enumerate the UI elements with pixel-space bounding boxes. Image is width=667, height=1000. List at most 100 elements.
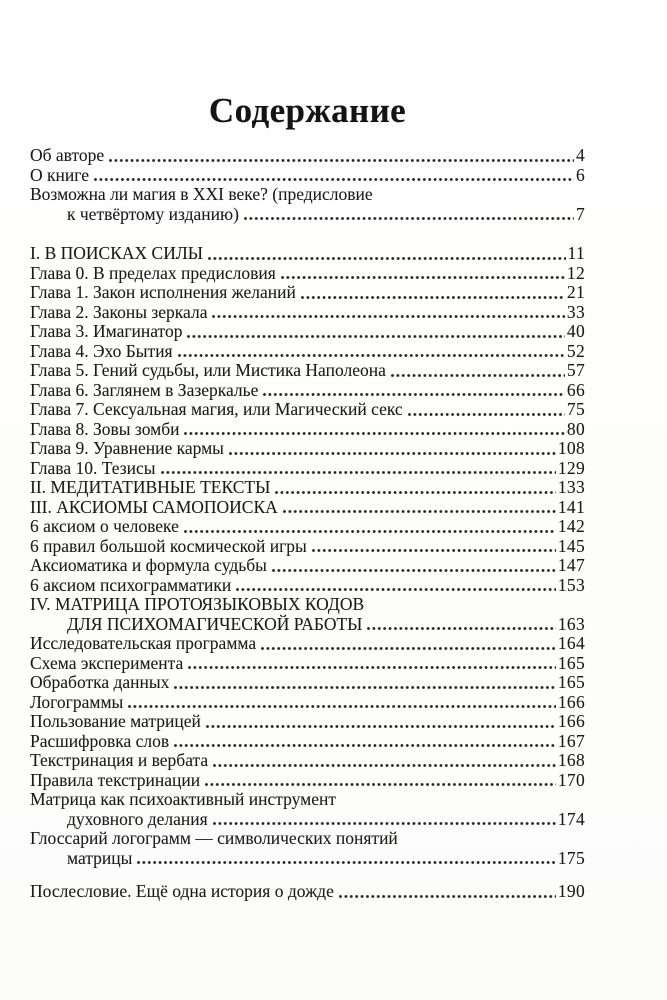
toc-entry-label: Об авторе xyxy=(30,145,105,165)
toc-entry: 6 аксиом о человеке 142 xyxy=(30,516,585,537)
toc-entry: Расшифровка слов 167 xyxy=(30,730,585,752)
toc-entry-label: Расшифровка слов xyxy=(30,730,170,751)
dot-leader xyxy=(299,294,565,300)
toc-entry: к четвёртому изданию) 7 xyxy=(30,203,585,225)
dot-leader xyxy=(337,893,556,899)
toc-entry: Глава 2. Законы зеркала 33 xyxy=(30,301,585,323)
toc-entry-label: Глава 4. Эхо Бытия xyxy=(30,340,173,361)
toc-entry: Глава 6. Заглянем в Зазеркалье 66 xyxy=(30,379,585,401)
toc-entry-label: к четвёртому изданию) xyxy=(67,203,239,224)
toc-entry: Глава 5. Гений судьбы, или Мистика Напол… xyxy=(30,360,585,381)
toc-entry-label: Глава 8. Зовы зомби xyxy=(30,418,180,439)
dot-leader xyxy=(183,431,565,436)
dot-leader xyxy=(212,762,556,768)
dot-leader xyxy=(159,470,556,475)
toc-page-number: 129 xyxy=(557,457,585,478)
toc-entry: Об авторе 4 xyxy=(30,145,585,166)
toc-entry-label: III. АКСИОМЫ САМОПОИСКА xyxy=(30,496,278,517)
dot-leader xyxy=(136,860,556,865)
toc-entry: Исследовательская программа 164 xyxy=(30,633,585,654)
toc-entry: Текстринация и вербата 168 xyxy=(30,750,585,771)
toc-entry-label: Исследовательская программа xyxy=(30,633,257,653)
toc-entry: Глава 3. Имагинатор 40 xyxy=(30,321,585,342)
toc-entry-label: 6 аксиом о человеке xyxy=(30,516,179,536)
toc-section-entry: III. АКСИОМЫ САМОПОИСКА 141 xyxy=(30,496,585,518)
toc-page-number: 6 xyxy=(575,164,585,185)
dot-leader xyxy=(204,723,556,729)
dot-leader xyxy=(242,216,574,221)
dot-leader xyxy=(270,567,556,573)
toc-section-entry: I. В ПОИСКАХ СИЛЫ 11 xyxy=(30,243,585,264)
toc-entry: Глава 0. В пределах предисловия 12 xyxy=(30,262,585,284)
toc-entry: Глава 10. Тезисы 129 xyxy=(30,457,585,479)
toc-page-number: 40 xyxy=(566,321,585,341)
dot-leader xyxy=(92,177,574,182)
toc-page-number: 80 xyxy=(566,418,585,439)
toc-entry-label: Возможна ли магия в XXI веке? (предислов… xyxy=(30,184,373,204)
toc-page-number: 108 xyxy=(557,438,585,458)
dot-leader xyxy=(227,450,556,456)
toc-entry-label: Глава 10. Тезисы xyxy=(30,457,156,478)
toc-entry-label: Правила текстринации xyxy=(30,769,201,790)
toc-entry-label: Глава 5. Гений судьбы, или Мистика Напол… xyxy=(30,360,386,380)
toc-page-number: 141 xyxy=(557,496,585,517)
toc-entry-label: II. МЕДИТАТИВНЫЕ ТЕКСТЫ xyxy=(30,477,271,497)
toc-entry: Обработка данных 165 xyxy=(30,672,585,693)
dot-leader xyxy=(406,411,565,417)
toc-page-number: 175 xyxy=(557,847,585,868)
toc-page-number: 66 xyxy=(566,379,585,400)
toc-entry-label: Послесловие. Ещё одна история о дожде xyxy=(30,881,334,901)
toc-entry: Глоссарий логограмм — символических поня… xyxy=(30,828,585,849)
dot-leader xyxy=(260,645,556,651)
dot-leader xyxy=(389,372,565,378)
toc-entry-label: Глава 6. Заглянем в Зазеркалье xyxy=(30,379,259,400)
toc-entry: Глава 1. Закон исполнения желаний 21 xyxy=(30,282,585,303)
dot-leader xyxy=(206,255,566,261)
toc-entry-label: матрицы xyxy=(67,847,133,868)
toc-entry-label: духовного делания xyxy=(67,808,208,829)
dot-leader xyxy=(262,392,565,397)
toc-entry: 6 аксиом психограмматики 153 xyxy=(30,574,585,596)
toc-page-number: 163 xyxy=(557,613,585,634)
dot-leader xyxy=(366,626,556,631)
toc-entry: Послесловие. Ещё одна история о дожде 190 xyxy=(30,881,585,902)
toc-page-number: 165 xyxy=(557,672,585,692)
table-of-contents: Об авторе 4 О книге 6 Возможна ли магия в XX… xyxy=(30,145,585,902)
dot-leader xyxy=(187,665,556,670)
toc-entry-label: 6 аксиом психограмматики xyxy=(30,574,232,595)
toc-section-entry: IV. МАТРИЦА ПРОТОЯЗЫКОВЫХ КОДОВ xyxy=(30,594,585,615)
dot-leader xyxy=(186,333,565,339)
toc-page-number: 33 xyxy=(566,301,585,322)
dot-leader xyxy=(279,275,565,280)
toc-page-number: 166 xyxy=(557,711,585,731)
toc-page-number: 168 xyxy=(557,750,585,770)
toc-entry-label: Глава 3. Имагинатор xyxy=(30,321,183,341)
toc-entry-label: Глоссарий логограмм — символических поня… xyxy=(30,828,398,848)
dot-leader xyxy=(274,489,556,495)
toc-entry: матрицы 175 xyxy=(30,847,585,869)
dot-leader xyxy=(310,548,556,553)
toc-entry-label: Аксиоматика и формула судьбы xyxy=(30,555,267,575)
toc-entry: Возможна ли магия в XXI веке? (предислов… xyxy=(30,184,585,205)
toc-entry-label: Глава 2. Законы зеркала xyxy=(30,301,208,322)
toc-entry-label: I. В ПОИСКАХ СИЛЫ xyxy=(30,243,203,263)
toc-page-number: 145 xyxy=(557,535,585,556)
toc-entry: 6 правил большой космической игры 145 xyxy=(30,535,585,557)
toc-entry-label: IV. МАТРИЦА ПРОТОЯЗЫКОВЫХ КОДОВ xyxy=(30,594,365,614)
toc-page-number: 167 xyxy=(557,730,585,751)
dot-leader xyxy=(127,704,556,709)
toc-entry: Пользование матрицей 166 xyxy=(30,711,585,732)
toc-page-number: 165 xyxy=(557,652,585,673)
toc-page-number: 7 xyxy=(575,203,585,224)
toc-page-number: 164 xyxy=(557,633,585,653)
toc-entry: духовного делания 174 xyxy=(30,808,585,830)
toc-entry-label: ДЛЯ ПСИХОМАГИЧЕСКОЙ РАБОТЫ xyxy=(67,613,363,634)
dot-leader xyxy=(235,587,556,592)
toc-page-number: 12 xyxy=(566,262,585,283)
toc-page-number: 11 xyxy=(567,243,585,263)
toc-entry: Матрица как психоактивный инструмент xyxy=(30,789,585,810)
toc-entry: Схема эксперимента 165 xyxy=(30,652,585,674)
toc-page-number: 52 xyxy=(566,340,585,361)
dot-leader xyxy=(108,157,574,163)
